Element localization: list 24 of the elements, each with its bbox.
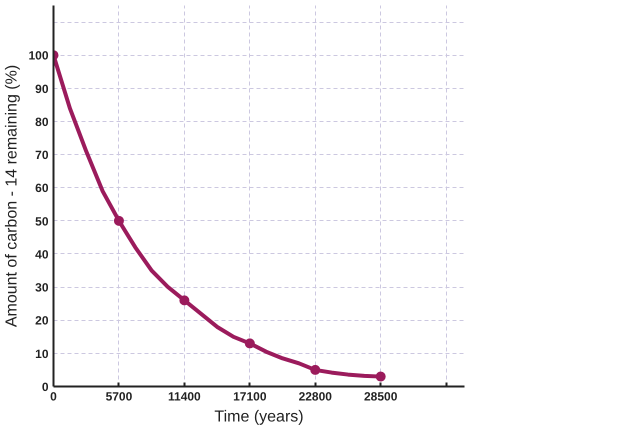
x-tick-label: 5700 [106,390,133,404]
x-tick-label: 17100 [233,390,267,404]
point [244,338,255,348]
y-tick-label: 0 [42,380,49,394]
y-tick-label: 50 [35,214,49,228]
y-tick-label: 40 [35,247,49,262]
x-tick-label: 11400 [168,390,202,404]
point [114,216,124,226]
y-tick-label: 80 [35,114,49,129]
y-tick-label: 10 [35,346,49,361]
y-tick-label: 90 [35,82,49,96]
point [310,364,320,375]
y-axis-title: Amount of carbon - 14 remaining (%) [3,64,20,328]
y-tick-label: 70 [35,148,49,162]
y-tick-label: 100 [28,48,49,63]
y-tick-label: 30 [35,280,49,295]
y-tick-label: 20 [35,314,49,328]
y-tick-label: 60 [35,181,49,196]
x-tick-label: 22800 [298,390,332,404]
point [376,372,386,382]
x-tick-label: 0 [50,390,58,404]
point [179,295,190,306]
x-tick-label: 28500 [364,390,398,404]
x-axis-title: Time (years) [214,408,304,426]
